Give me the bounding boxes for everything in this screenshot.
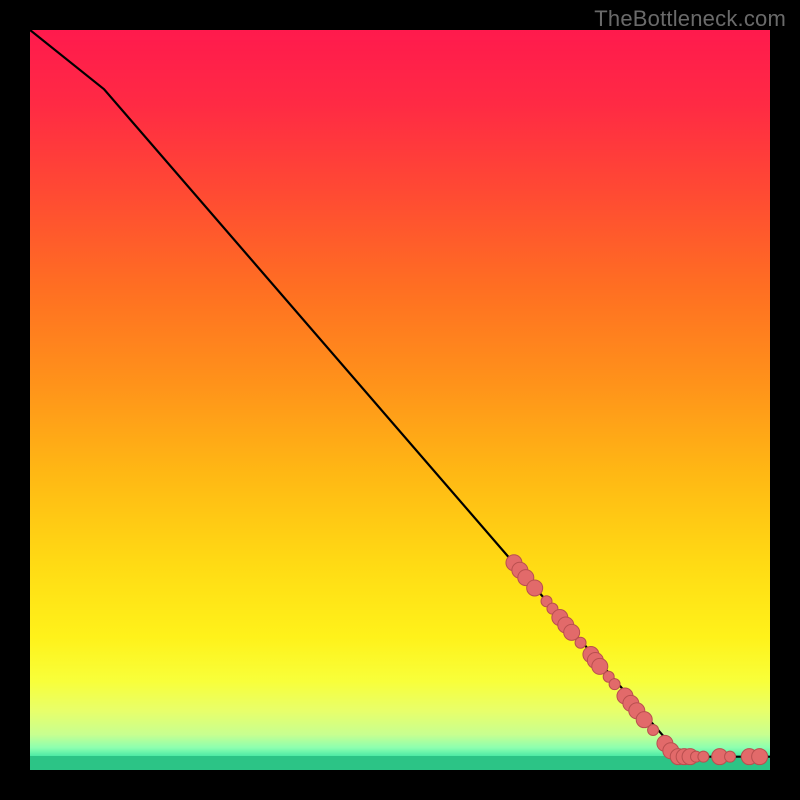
marker-point [698, 751, 709, 762]
marker-point [725, 751, 736, 762]
marker-point [609, 679, 620, 690]
marker-point [575, 637, 586, 648]
bottom-strip [30, 756, 770, 770]
watermark-text: TheBottleneck.com [594, 6, 786, 32]
plot-svg [30, 30, 770, 770]
gradient-background [30, 30, 770, 770]
marker-point [752, 749, 768, 765]
marker-point [648, 725, 659, 736]
plot-area [30, 30, 770, 770]
marker-point [527, 580, 543, 596]
chart-root: TheBottleneck.com [0, 0, 800, 800]
